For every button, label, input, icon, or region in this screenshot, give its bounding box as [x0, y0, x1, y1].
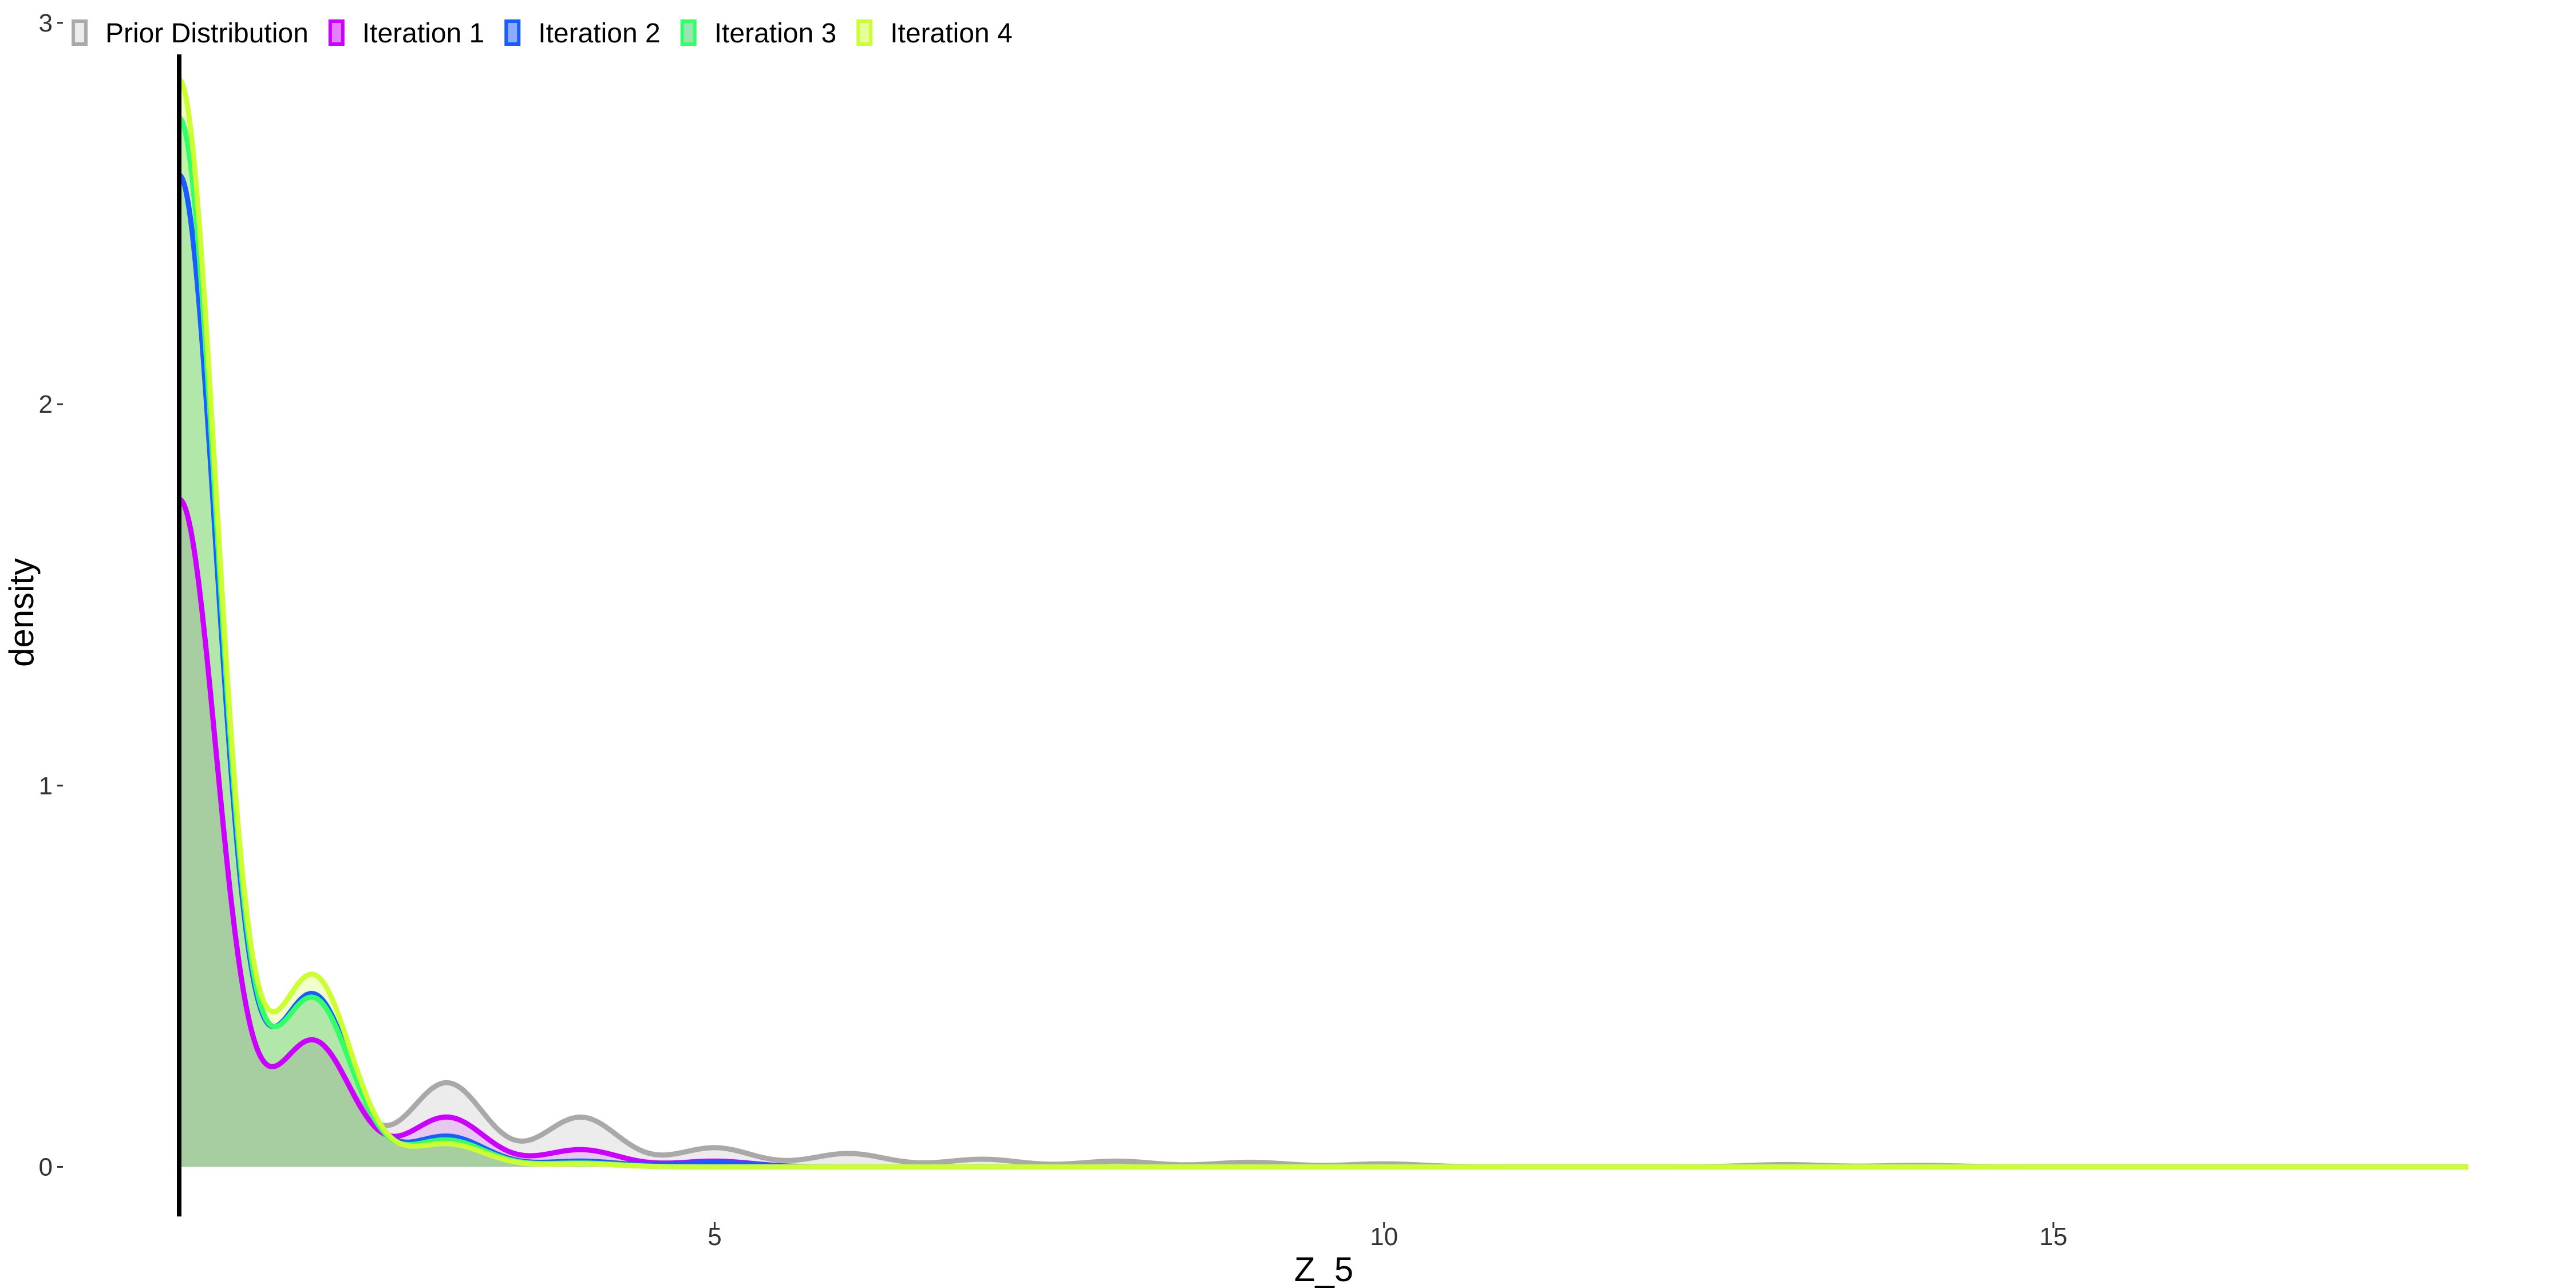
- x-tick-label: 15: [2040, 1223, 2068, 1251]
- density-line-prior-distribution: [178, 497, 2470, 1170]
- density-area-iteration-1: [179, 499, 2468, 1167]
- y-tick-label: 2: [39, 390, 53, 418]
- y-tick-label: 0: [39, 1153, 53, 1181]
- density-line-iteration-1: [178, 497, 2470, 1170]
- x-axis-ticks: 5 10 15: [708, 1222, 2068, 1251]
- legend: Prior Distribution Iteration 1 Iteration 2…: [72, 18, 1013, 49]
- density-line-iteration-4: [177, 77, 2470, 1170]
- legend-item-iteration-3: Iteration 3: [680, 18, 836, 49]
- density-area-prior-distribution: [179, 499, 2468, 1167]
- legend-item-iteration-1: Iteration 1: [328, 18, 484, 49]
- density-line-iteration-3: [177, 116, 2470, 1170]
- legend-swatch: [856, 19, 873, 46]
- density-line-iteration-2: [177, 172, 2470, 1170]
- y-tick-label: 3: [39, 9, 53, 37]
- density-area-iteration-4: [179, 80, 2468, 1167]
- legend-swatch: [328, 19, 345, 46]
- x-axis-title: Z_5: [1294, 1250, 1353, 1288]
- legend-swatch: [504, 19, 521, 46]
- y-axis-title: density: [2, 558, 41, 667]
- density-area-iteration-2: [179, 175, 2468, 1167]
- legend-item-iteration-2: Iteration 2: [504, 18, 661, 49]
- legend-label: Iteration 2: [538, 18, 660, 49]
- legend-item-iteration-4: Iteration 4: [856, 18, 1013, 49]
- y-axis-ticks: 0 1 2 3: [39, 9, 63, 1181]
- legend-label: Iteration 3: [714, 18, 836, 49]
- legend-label: Iteration 1: [362, 18, 484, 49]
- legend-item-prior-distribution: Prior Distribution: [72, 18, 309, 49]
- legend-swatch: [72, 19, 88, 46]
- density-lines: [177, 77, 2470, 1170]
- legend-label: Iteration 4: [890, 18, 1012, 49]
- x-tick-label: 10: [1370, 1223, 1398, 1251]
- legend-label: Prior Distribution: [105, 18, 309, 49]
- density-area-iteration-3: [179, 118, 2468, 1167]
- legend-swatch: [680, 19, 697, 46]
- y-tick-label: 1: [39, 772, 53, 800]
- density-fills: [179, 80, 2468, 1167]
- x-tick-label: 5: [708, 1223, 721, 1251]
